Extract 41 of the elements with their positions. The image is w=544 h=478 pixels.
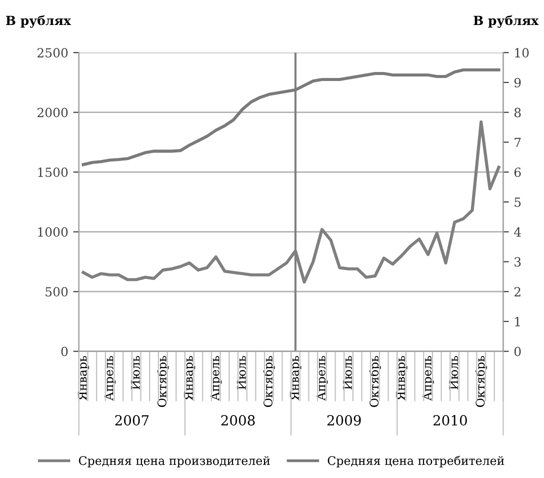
y-tick-label: 0 [61, 346, 68, 356]
x-tick-label: Октябрь [475, 356, 487, 407]
legend-label: Средняя цена потребителей [328, 456, 504, 468]
x-tick-label: Июль [343, 356, 352, 390]
text: 2010 [433, 415, 467, 426]
x-tick-label: Апрель [422, 356, 434, 401]
y2-tick-label: 2 [514, 287, 520, 296]
x-tick-label: Июль [237, 356, 246, 390]
y2-tick-label: 6 [514, 168, 521, 178]
y2-tick-label: 8 [514, 108, 521, 118]
x-tick-label: Октябрь [263, 356, 275, 407]
x-tick-label: Январь [290, 356, 302, 400]
y2-tick-label: 10 [515, 48, 529, 58]
y2-tick-label: 0 [514, 346, 521, 356]
y2-axis-title: В рублях [474, 15, 539, 28]
y-tick-label: 1000 [38, 227, 68, 237]
x-tick-label: Январь [184, 356, 196, 400]
text: 2007 [115, 415, 149, 426]
x-tick-label: Апрель [210, 356, 222, 401]
x-tick-label: Октябрь [369, 356, 381, 407]
text: 2009 [327, 415, 361, 426]
y-tick-label: 2500 [38, 48, 68, 58]
legend-label: Средняя цена производителей [78, 456, 270, 468]
text: 2008 [221, 415, 255, 426]
y2-tick-label: 4 [514, 227, 521, 237]
x-tick-label: Июль [449, 356, 458, 390]
x-tick-label: Октябрь [157, 356, 169, 407]
y-tick-label: 500 [46, 287, 68, 297]
y-tick-label: 2000 [38, 108, 68, 118]
x-tick-label: Январь [78, 356, 90, 400]
x-tick-label: Апрель [316, 356, 328, 401]
y2-tick-label: 7 [514, 138, 521, 147]
y2-tick-label: 1 [515, 316, 520, 326]
x-tick-label: Июль [130, 356, 140, 390]
x-tick-label: Январь [396, 356, 408, 400]
y-axis-title: В рублях [6, 15, 72, 28]
y-tick-label: 1500 [38, 168, 68, 178]
y2-tick-label: 5 [514, 198, 521, 207]
x-tick-label: Апрель [104, 356, 116, 401]
y2-tick-label: 9 [514, 78, 521, 88]
y2-tick-label: 3 [514, 257, 521, 267]
